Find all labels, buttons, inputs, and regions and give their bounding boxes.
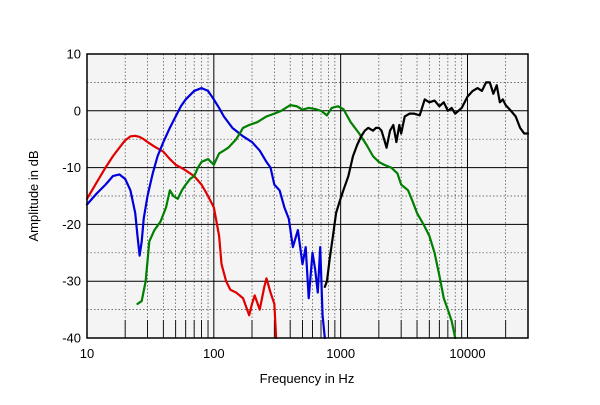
series-line-1 bbox=[85, 134, 278, 340]
series-line-4 bbox=[323, 81, 530, 288]
y-tick-label: -40 bbox=[62, 331, 81, 346]
x-axis-title: Frequency in Hz bbox=[260, 371, 355, 386]
y-tick-label: 0 bbox=[74, 103, 81, 118]
series-layer bbox=[85, 81, 530, 340]
grid-minor bbox=[87, 54, 529, 338]
y-tick-label: -30 bbox=[62, 274, 81, 289]
series-line-3 bbox=[136, 104, 457, 340]
y-tick-label: 10 bbox=[67, 47, 81, 62]
y-tick-labels: 10 0 -10 -20 -30 -40 bbox=[62, 47, 81, 346]
y-tick-label: -10 bbox=[62, 160, 81, 175]
plot-frame bbox=[86, 53, 529, 339]
x-tick-label: 1000 bbox=[326, 346, 355, 361]
x-tick-labels: 10 100 1000 10000 bbox=[80, 346, 486, 361]
y-axis-title: Amplitude in dB bbox=[26, 150, 41, 241]
grid-major bbox=[86, 54, 529, 338]
y-tick-label: -20 bbox=[62, 217, 81, 232]
x-tick-label: 100 bbox=[203, 346, 225, 361]
x-tick-label: 10000 bbox=[449, 346, 485, 361]
x-tick-label: 10 bbox=[80, 346, 94, 361]
series-line-2 bbox=[85, 86, 326, 340]
